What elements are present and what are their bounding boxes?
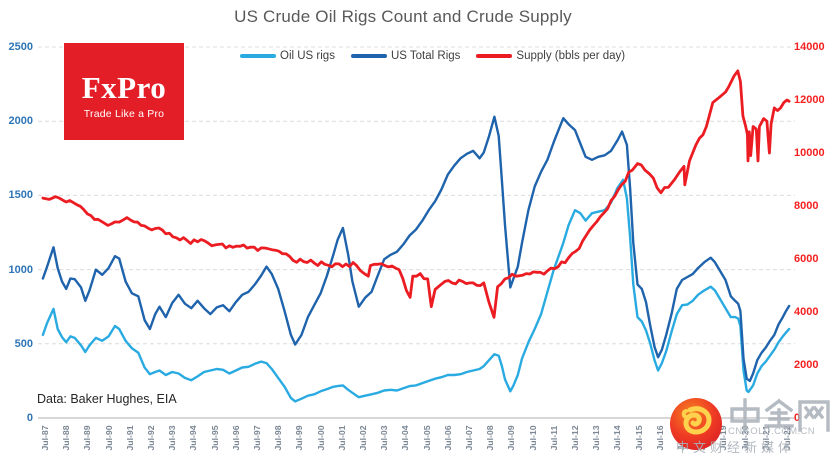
chart-legend: Oil US rigs US Total Rigs Supply (bbls p… (240, 50, 625, 62)
x-tick-label: Jul-06 (442, 425, 453, 451)
x-tick-label: Jul-95 (209, 425, 220, 451)
cngold-domain-text: CNGOLD.COM.CN (728, 426, 816, 437)
fxpro-logo-brand-text: FxPro (81, 70, 167, 105)
legend-label: Oil US rigs (280, 50, 335, 62)
x-tick-label: Jul-94 (188, 425, 199, 451)
series-line-oil-us-rigs (41, 178, 791, 403)
chart-title: US Crude Oil Rigs Count and Crude Supply (234, 7, 572, 26)
y-left-tick-label: 500 (14, 337, 33, 350)
legend-item-oil-us-rigs: Oil US rigs (240, 50, 335, 62)
x-tick-label: Jul-04 (400, 425, 411, 451)
y-right-tick-label: 14000 (794, 41, 825, 53)
y-right-tick-label: 8000 (794, 200, 819, 212)
y-right-tick-label: 2000 (794, 359, 819, 371)
x-tick-label: Jul-98 (273, 425, 284, 451)
x-tick-label: Jul-01 (336, 425, 347, 451)
x-tick-label: Jul-07 (464, 425, 474, 451)
x-tick-label: Jul-14 (612, 425, 623, 451)
x-tick-label: Jul-91 (124, 425, 135, 451)
x-tick-label: Jul-96 (230, 425, 241, 451)
x-tick-label: Jul-10 (527, 425, 538, 451)
cngold-brand-glyphs (730, 398, 830, 432)
x-tick-label: Jul-05 (421, 425, 432, 451)
x-tick-label: Jul-08 (485, 425, 496, 451)
legend-label: Supply (bbls per day) (516, 50, 626, 62)
x-tick-label: Jul-11 (548, 425, 559, 451)
x-tick-label: Jul-89 (82, 425, 93, 451)
cngold-logo-icon (670, 398, 722, 450)
cngold-watermark: CNGOLD.COM.CN 中文财经新媒体 (660, 393, 836, 470)
total-rigs-line-swatch-icon (350, 54, 387, 58)
data-source-note: Data: Baker Hughes, EIA (37, 392, 177, 406)
x-tick-label: Jul-99 (294, 425, 305, 451)
y-left-tick-label: 2500 (8, 41, 33, 53)
y-right-tick-label: 6000 (794, 253, 819, 265)
x-tick-label: Jul-09 (506, 425, 517, 451)
fxpro-logo: FxPro Trade Like a Pro (64, 43, 184, 140)
y-left-tick-label: 1500 (8, 189, 33, 202)
cngold-tagline-text: 中文财经新媒体 (676, 440, 796, 455)
fxpro-logo-tagline: Trade Like a Pro (83, 108, 165, 120)
legend-item-us-total-rigs: US Total Rigs (350, 50, 461, 62)
x-tick-label: Jul-02 (358, 425, 368, 451)
x-tick-label: Jul-87 (40, 425, 50, 451)
oil-rigs-line-swatch-icon (240, 54, 276, 58)
y-left-tick-label: 1000 (8, 263, 33, 276)
x-tick-label: Jul-97 (252, 425, 262, 451)
x-tick-label: Jul-00 (315, 425, 326, 451)
x-tick-label: Jul-12 (570, 425, 580, 451)
x-tick-label: Jul-15 (633, 425, 644, 451)
x-tick-label: Jul-13 (591, 425, 602, 451)
y-right-tick-label: 4000 (794, 306, 819, 318)
y-left-tick-label: 2000 (8, 115, 33, 128)
x-tick-label: Jul-92 (146, 425, 156, 451)
x-tick-label: Jul-93 (167, 425, 178, 451)
y-left-tick-label: 0 (26, 412, 33, 424)
supply-line-swatch-icon (476, 54, 513, 58)
cngold-watermark-graphics (670, 398, 830, 450)
series-line-supply-bbls-per-day- (41, 69, 791, 319)
x-tick-label: Jul-03 (379, 425, 390, 451)
y-right-tick-label: 10000 (794, 147, 825, 159)
legend-item-supply: Supply (bbls per day) (476, 50, 625, 62)
legend-label: US Total Rigs (390, 50, 461, 62)
x-tick-label: Jul-90 (103, 425, 114, 451)
x-tick-label: Jul-88 (61, 425, 72, 451)
series-line-us-total-rigs (41, 115, 791, 383)
y-right-tick-label: 12000 (794, 94, 825, 106)
y-right-tick-label: 0 (794, 412, 801, 424)
